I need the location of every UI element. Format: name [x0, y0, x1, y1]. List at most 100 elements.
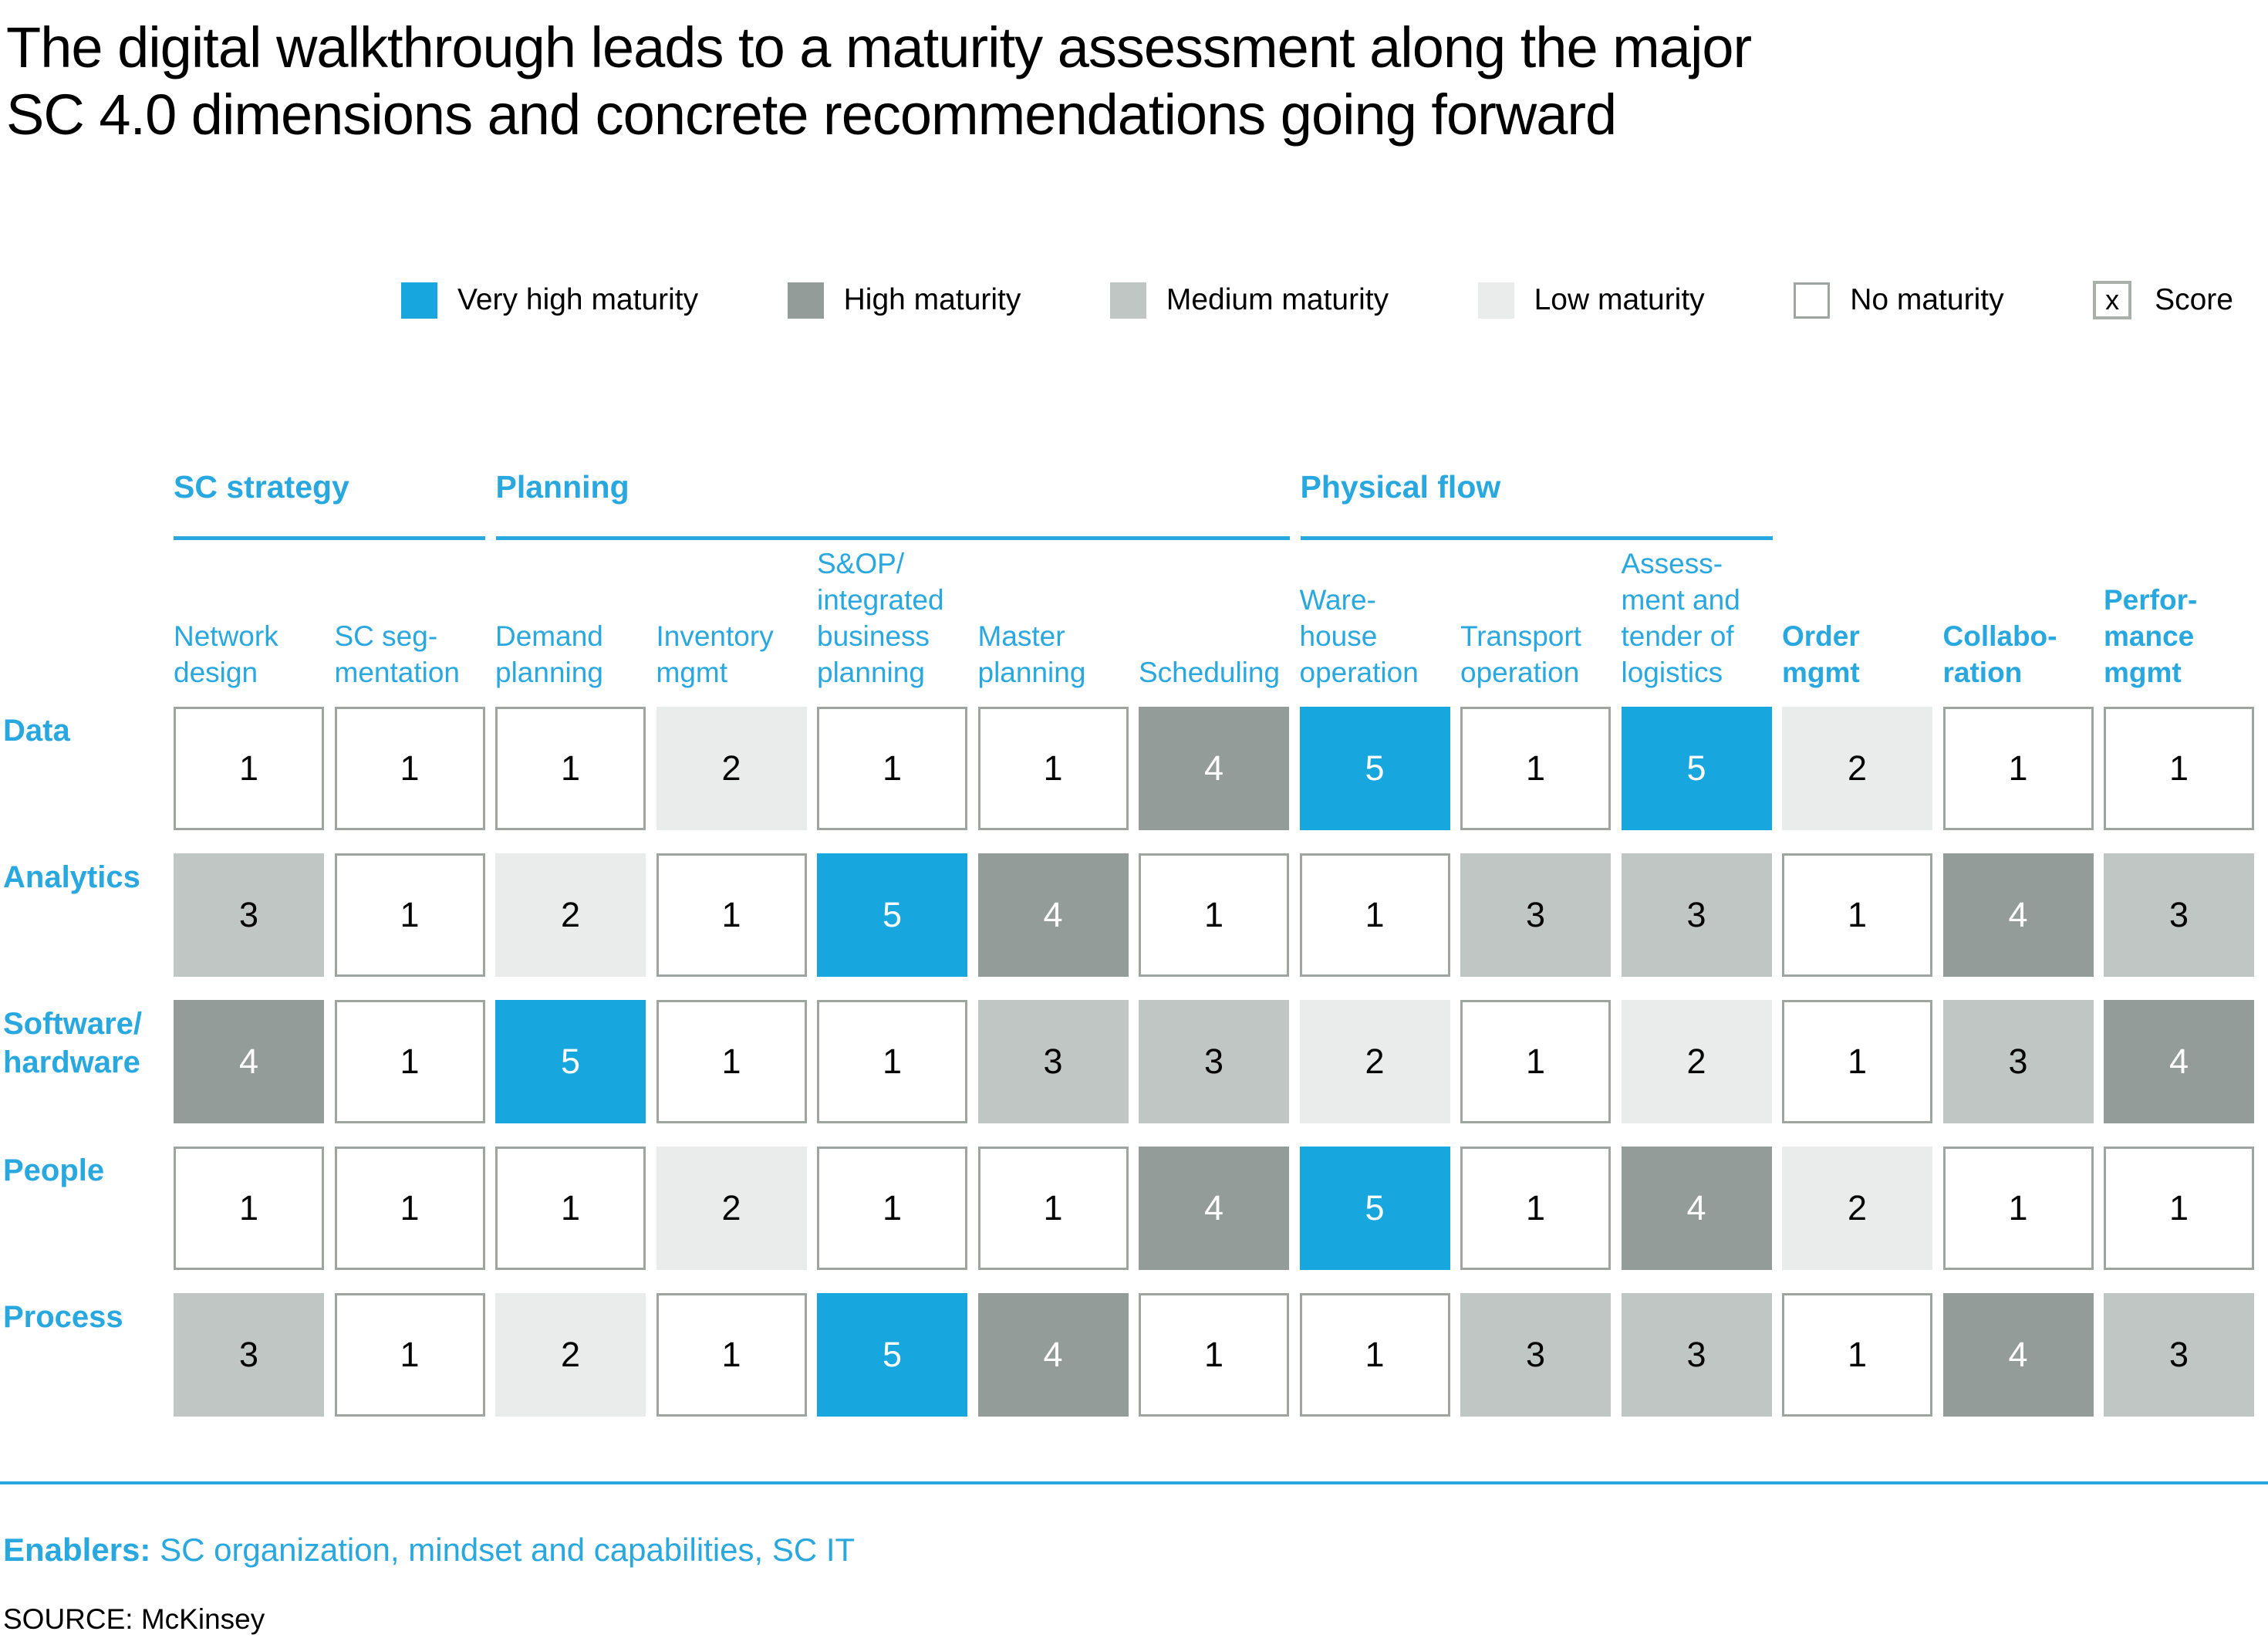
- matrix-cell: 1: [1782, 853, 1932, 977]
- matrix-cell: 3: [174, 1292, 324, 1417]
- matrix-cell: 1: [817, 706, 967, 830]
- row-label: Data: [3, 713, 70, 748]
- row-label: People: [3, 1153, 105, 1187]
- matrix-cell: 1: [977, 706, 1129, 830]
- no-maturity-swatch-icon: [1794, 282, 1831, 319]
- matrix-row: Data 1 1 1 2 1 1 4 5 1 5 2 1 1: [0, 706, 2268, 830]
- column-header: Inventory mgmt: [656, 620, 774, 688]
- legend-item-medium: Medium maturity: [1109, 282, 1389, 319]
- enablers-note: Enablers: SC organization, mindset and c…: [3, 1532, 855, 1569]
- footer-divider: [0, 1481, 2268, 1484]
- legend-item-very-high: Very high maturity: [401, 282, 698, 319]
- matrix-cell: 1: [977, 1146, 1129, 1270]
- legend-label: Very high maturity: [457, 283, 699, 316]
- matrix-cell: 3: [2104, 853, 2254, 977]
- matrix-cell: 1: [1782, 999, 1932, 1123]
- score-box-icon: x: [2093, 281, 2132, 319]
- matrix-cell: 1: [334, 706, 485, 830]
- very-high-maturity-swatch-icon: [401, 282, 437, 319]
- legend-label: No maturity: [1850, 283, 2004, 316]
- matrix-cell: 1: [1299, 1292, 1450, 1417]
- matrix-cell: 3: [1139, 999, 1289, 1123]
- matrix-row: Process 3 1 2 1 5 4 1 1 3 3 1 4 3: [0, 1292, 2268, 1417]
- matrix-cell: 1: [495, 706, 646, 830]
- matrix-cell: 3: [2104, 1292, 2254, 1417]
- legend-label: Score: [2155, 283, 2233, 316]
- column-header: Master planning: [977, 620, 1086, 688]
- matrix-cell: 1: [174, 706, 324, 830]
- matrix-cell: 1: [1942, 706, 2094, 830]
- matrix-cell: 3: [1621, 1292, 1772, 1417]
- matrix-cell: 3: [1621, 853, 1772, 977]
- matrix-cell: 1: [2104, 706, 2254, 830]
- legend-item-score: x Score: [2093, 281, 2233, 319]
- matrix-cell: 1: [656, 999, 807, 1123]
- matrix-cell: 4: [2104, 999, 2254, 1123]
- matrix-cell: 5: [1299, 1146, 1450, 1270]
- matrix-cell: 4: [977, 1292, 1129, 1417]
- column-group-header: Planning: [495, 469, 1290, 540]
- matrix-cell: 2: [495, 853, 646, 977]
- legend-label: Medium maturity: [1166, 283, 1389, 316]
- enablers-label: Enablers:: [3, 1532, 151, 1568]
- matrix-cell: 1: [2104, 1146, 2254, 1270]
- matrix-cell: 1: [1139, 853, 1289, 977]
- matrix-cell: 4: [1139, 1146, 1289, 1270]
- column-header: Perfor- mance mgmt: [2104, 583, 2198, 688]
- source-note: SOURCE: McKinsey: [3, 1603, 265, 1635]
- matrix-cell: 1: [1139, 1292, 1289, 1417]
- low-maturity-swatch-icon: [1477, 282, 1514, 319]
- matrix-row: Software/ hardware 4 1 5 1 1 3 3 2 1 2 1 3 4: [0, 999, 2268, 1123]
- matrix-cell: 4: [1621, 1146, 1772, 1270]
- matrix-cell: 1: [174, 1146, 324, 1270]
- matrix-cell: 5: [817, 1292, 967, 1417]
- matrix-cell: 1: [1460, 999, 1611, 1123]
- matrix-cell: 1: [1460, 1146, 1611, 1270]
- legend-item-none: No maturity: [1794, 282, 2004, 319]
- matrix-cell: 2: [656, 706, 807, 830]
- matrix-cell: 4: [1139, 706, 1289, 830]
- matrix-cell: 1: [334, 1146, 485, 1270]
- column-header: S&OP/ integrated business planning: [817, 548, 944, 688]
- matrix-cell: 5: [1621, 706, 1772, 830]
- matrix-row: People 1 1 1 2 1 1 4 5 1 4 2 1 1: [0, 1146, 2268, 1270]
- legend-label: Low maturity: [1534, 283, 1705, 316]
- column-group-row: SC strategy Planning Physical flow: [174, 469, 2268, 540]
- matrix-cell: 2: [495, 1292, 646, 1417]
- column-header: Network design: [174, 620, 278, 688]
- legend-label: High maturity: [843, 283, 1021, 316]
- column-header: Assess- ment and tender of logistics: [1621, 548, 1740, 688]
- matrix-cell: 1: [334, 853, 485, 977]
- matrix-cell: 2: [656, 1146, 807, 1270]
- column-header: SC seg- mentation: [334, 620, 461, 688]
- column-header-row: Network design SC seg- mentation Demand pl…: [174, 546, 2268, 691]
- matrix-cell: 1: [656, 853, 807, 977]
- matrix-cell: 2: [1621, 999, 1772, 1123]
- matrix-row: Analytics 3 1 2 1 5 4 1 1 3 3 1 4 3: [0, 853, 2268, 977]
- matrix-cell: 3: [1460, 1292, 1611, 1417]
- matrix-cell: 1: [817, 999, 967, 1123]
- matrix-cell: 1: [495, 1146, 646, 1270]
- page-title: The digital walkthrough leads to a matur…: [6, 15, 1752, 147]
- maturity-matrix: SC strategy Planning Physical flow Network …: [0, 469, 2268, 1440]
- matrix-cell: 4: [1942, 853, 2094, 977]
- matrix-cell: 1: [817, 1146, 967, 1270]
- matrix-cell: 3: [977, 999, 1129, 1123]
- matrix-cell: 5: [817, 853, 967, 977]
- matrix-cell: 3: [1942, 999, 2094, 1123]
- matrix-cell: 1: [1942, 1146, 2094, 1270]
- matrix-cell: 3: [174, 853, 324, 977]
- column-header: Demand planning: [495, 620, 603, 688]
- matrix-cell: 1: [334, 999, 485, 1123]
- row-label: Analytics: [3, 860, 140, 894]
- enablers-text: SC organization, mindset and capabilitie…: [150, 1532, 856, 1568]
- row-label: Process: [3, 1299, 123, 1334]
- maturity-legend: Very high maturity High maturity Medium …: [401, 281, 2233, 319]
- matrix-cell: 5: [1299, 706, 1450, 830]
- matrix-cell: 1: [1460, 706, 1611, 830]
- high-maturity-swatch-icon: [787, 282, 824, 319]
- column-header: Order mgmt: [1782, 620, 1860, 688]
- matrix-cell: 2: [1299, 999, 1450, 1123]
- matrix-cell: 2: [1782, 706, 1932, 830]
